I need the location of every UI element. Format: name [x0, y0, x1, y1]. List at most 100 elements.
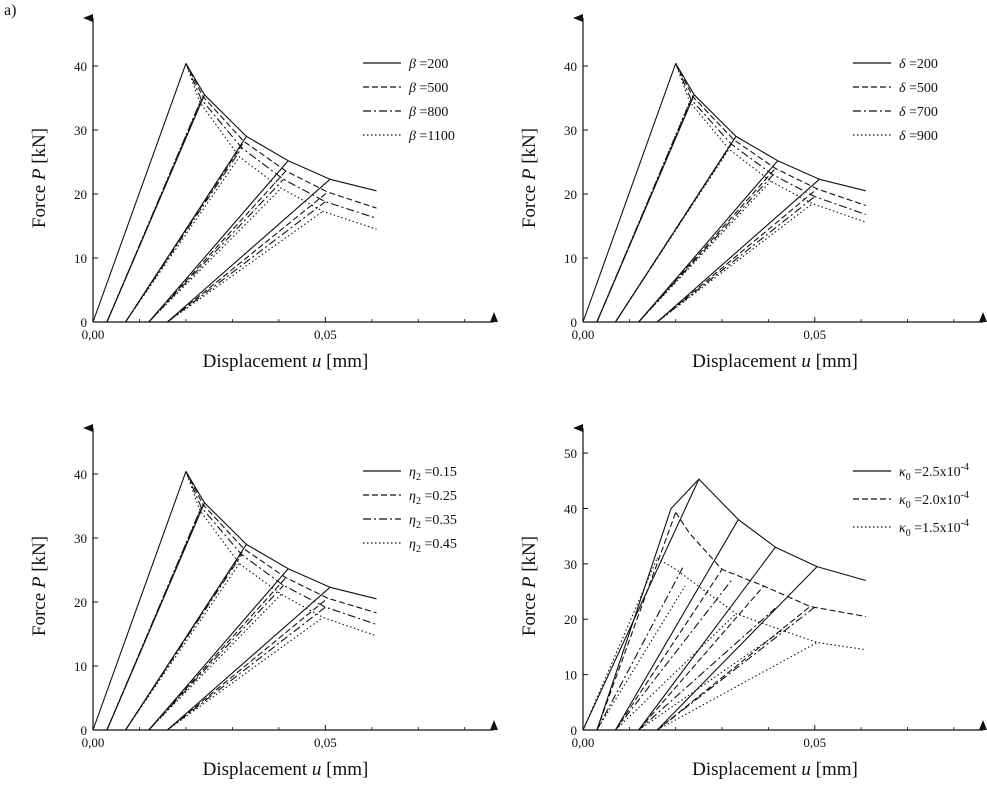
series-1-branch [92, 63, 187, 323]
series-4-branch [148, 593, 282, 731]
series-2-envelope [185, 63, 377, 209]
series-3-branch [615, 613, 737, 731]
legend-entry: β =500 [408, 81, 448, 96]
series-3-branch [125, 554, 243, 731]
series-1-envelope [185, 63, 377, 192]
series-4-branch [125, 563, 240, 731]
series-3 [106, 471, 377, 731]
y-tick-label: 20 [74, 187, 87, 202]
series-3-branch [148, 584, 284, 731]
series-2-branch [167, 597, 329, 731]
series-1-branch [638, 160, 779, 323]
x-tick-label: 0,05 [314, 735, 337, 750]
series-1-branch [148, 160, 289, 323]
y-axis-label: Force P [kN] [29, 128, 50, 228]
x-axis-label: Displacement u [mm] [203, 351, 369, 372]
chart-panel-2: 0 10 20 30 40 0,00 0,05 Displacement u [mm] Forc… [519, 14, 987, 372]
series-2-envelope [185, 471, 377, 614]
y-tick-label: 0 [571, 723, 578, 738]
series-2 [596, 63, 866, 323]
legend-entry: β =1100 [408, 129, 455, 144]
y-tick-label: 40 [74, 467, 87, 482]
series-1 [582, 63, 866, 323]
legend: δ =200 δ =500 δ =700 δ =900 [853, 57, 938, 144]
series-1-branch [148, 568, 289, 731]
series-4-branch [167, 210, 324, 323]
legend-entry: η2 =0.45 [409, 537, 457, 555]
figure-label: a) [4, 2, 17, 19]
series-4-branch [656, 203, 813, 323]
series-3-branch [125, 147, 243, 323]
x-tick-label: 0,05 [803, 327, 826, 342]
y-tick-label: 0 [81, 315, 88, 330]
y-tick-label: 10 [564, 668, 577, 683]
series-2-branch [638, 168, 776, 323]
series-4-branch [614, 148, 730, 323]
y-tick-label: 40 [564, 501, 577, 516]
series-3 [106, 63, 377, 323]
series-2-branch [614, 569, 723, 731]
series-3-branch [638, 629, 783, 731]
series-1 [582, 478, 866, 731]
series-1-envelope [185, 471, 377, 600]
y-tick-label: 20 [564, 187, 577, 202]
series-1-branch [166, 178, 331, 323]
series-2 [596, 511, 866, 731]
series-2-branch [638, 585, 765, 731]
y-tick-label: 20 [564, 612, 577, 627]
series-3-envelope [185, 471, 377, 625]
series-4-branch [125, 156, 240, 323]
y-tick-label: 30 [74, 531, 87, 546]
y-tick-label: 40 [74, 59, 87, 74]
y-tick-label: 0 [571, 315, 578, 330]
series-4 [106, 63, 377, 323]
series-3-branch [167, 201, 326, 323]
x-tick-label: 0,00 [572, 735, 595, 750]
legend-entry: δ =700 [899, 105, 938, 120]
y-tick-label: 10 [74, 251, 87, 266]
series-1-envelope [670, 478, 866, 582]
x-axis-label: Displacement u [mm] [203, 759, 369, 780]
legend-entry: η2 =0.15 [409, 465, 457, 483]
y-tick-label: 10 [74, 659, 87, 674]
series-2 [106, 63, 377, 323]
series-2-envelope [675, 511, 866, 618]
series-1 [92, 63, 377, 323]
legend: β =200 β =500 β =800 β =1100 [363, 57, 455, 144]
y-axis-label: Force P [kN] [519, 536, 540, 636]
series-1-branch [582, 63, 677, 323]
series-1-branch [656, 178, 820, 323]
series-2 [106, 471, 377, 731]
y-tick-label: 30 [564, 557, 577, 572]
x-tick-label: 0,05 [803, 735, 826, 750]
series-1-branch [596, 508, 672, 731]
series-4 [596, 567, 818, 731]
series-1-branch [614, 519, 739, 731]
y-tick-label: 30 [564, 123, 577, 138]
y-tick-label: 20 [74, 595, 87, 610]
legend-entry: κ0 =2.5x10-4 [899, 462, 969, 483]
legend: κ0 =2.5x10-4 κ0 =2.0x10-4 κ0 =1.5x10-4 [853, 462, 969, 539]
legend-entry: β =200 [408, 57, 448, 72]
series-4-branch [148, 187, 282, 323]
y-tick-label: 50 [564, 446, 577, 461]
series-1-branch [92, 471, 187, 731]
legend-entry: δ =500 [899, 81, 938, 96]
series-3-branch [656, 196, 816, 323]
series-1 [92, 471, 377, 731]
legend: η2 =0.15 η2 =0.25 η2 =0.35 η2 =0.45 [363, 465, 457, 555]
series-3-branch [148, 178, 284, 323]
series-2-branch [596, 512, 677, 731]
series-4-branch [596, 567, 684, 731]
y-axis-label: Force P [kN] [29, 536, 50, 636]
series-4-branch [638, 607, 776, 731]
chart-panel-1: 0 10 20 30 40 0,00 0,05 Displacement u [mm] Forc… [29, 14, 498, 372]
x-tick-label: 0,00 [572, 327, 595, 342]
series-4 [106, 471, 377, 731]
series-3-envelope [185, 63, 377, 219]
series-4-envelope [675, 63, 866, 223]
legend-entry: κ0 =1.5x10-4 [899, 518, 969, 539]
series-3-branch [167, 606, 326, 731]
series-2-branch [656, 606, 811, 731]
